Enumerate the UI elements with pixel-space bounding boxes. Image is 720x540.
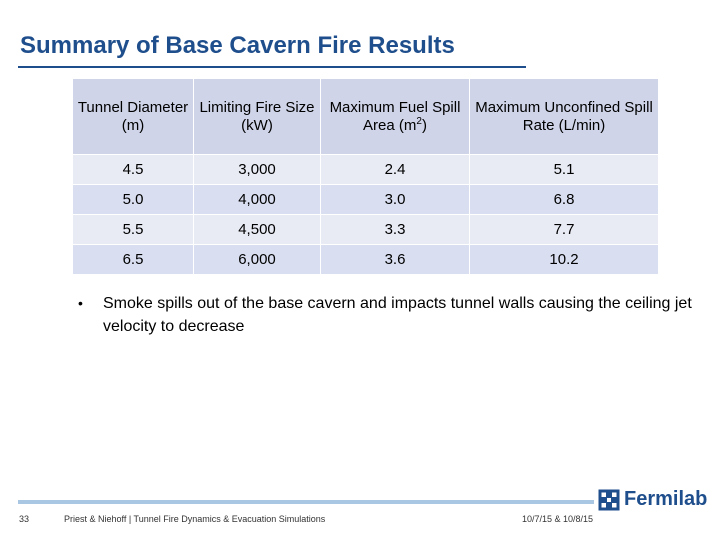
cell-fire-size: 6,000 [193,244,321,275]
results-table: Tunnel Diameter (m) Limiting Fire Size (… [72,79,659,275]
logo-text: Fermilab [624,488,708,510]
header-spill-area-close: ) [421,116,427,134]
table-row: 4.5 3,000 2.4 5.1 [72,154,659,185]
slide-title: Summary of Base Cavern Fire Results [20,32,455,59]
cell-tunnel-diameter: 6.5 [72,244,194,275]
footer-text: Priest & Niehoff | Tunnel Fire Dynamics … [64,514,326,524]
table-row: 5.0 4,000 3.0 6.8 [72,184,659,215]
cell-fire-size: 3,000 [193,154,321,185]
table-row: 5.5 4,500 3.3 7.7 [72,214,659,245]
cell-fire-size: 4,000 [193,184,321,215]
cell-fire-size: 4,500 [193,214,321,245]
fermilab-logo: Fermilab [598,488,707,511]
cell-spill-rate: 10.2 [469,244,659,275]
header-limiting-fire-size: Limiting Fire Size (kW) [193,79,321,155]
fermilab-logo-icon [598,489,620,510]
header-max-fuel-spill-area: Maximum Fuel Spill Area (m2) [320,79,470,155]
cell-spill-area: 3.6 [320,244,470,275]
title-underline [18,66,526,68]
bullet-point: • Smoke spills out of the base cavern an… [78,292,698,338]
cell-spill-area: 3.0 [320,184,470,215]
cell-spill-area: 3.3 [320,214,470,245]
header-spill-area-sup: 2 [416,115,422,127]
cell-tunnel-diameter: 5.5 [72,214,194,245]
header-max-spill-rate: Maximum Unconfined Spill Rate (L/min) [469,79,659,155]
footer-date: 10/7/15 & 10/8/15 [522,514,594,524]
cell-spill-rate: 6.8 [469,184,659,215]
header-tunnel-diameter: Tunnel Diameter (m) [72,79,194,155]
table-header-row: Tunnel Diameter (m) Limiting Fire Size (… [72,79,659,155]
cell-spill-area: 2.4 [320,154,470,185]
header-spill-area-text: Maximum Fuel Spill Area (m [329,98,461,134]
page-number: 33 [19,514,30,524]
footer-bar [18,500,594,504]
bullet-text: Smoke spills out of the base cavern and … [103,295,692,335]
cell-tunnel-diameter: 5.0 [72,184,194,215]
cell-spill-rate: 5.1 [469,154,659,185]
cell-tunnel-diameter: 4.5 [72,154,194,185]
table-row: 6.5 6,000 3.6 10.2 [72,244,659,275]
cell-spill-rate: 7.7 [469,214,659,245]
bullet-marker: • [78,295,83,311]
